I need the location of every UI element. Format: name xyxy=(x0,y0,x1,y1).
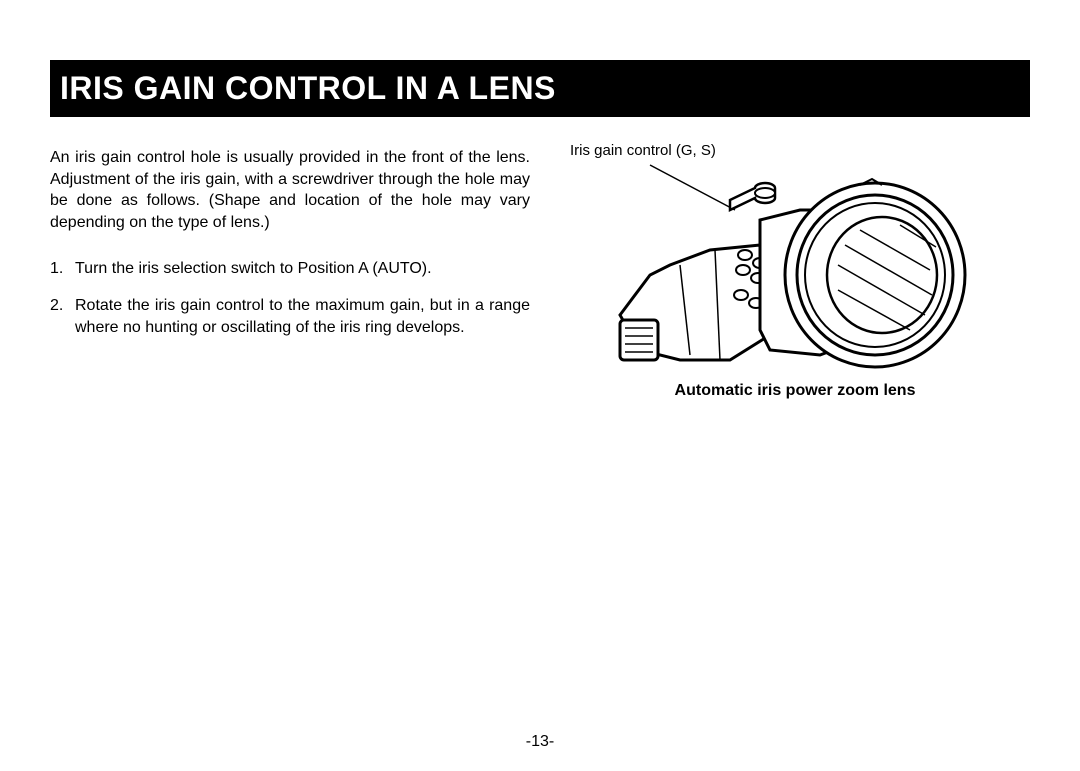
intro-paragraph: An iris gain control hole is usually pro… xyxy=(50,147,530,233)
list-item: 2. Rotate the iris gain control to the m… xyxy=(50,295,530,338)
list-item: 1. Turn the iris selection switch to Pos… xyxy=(50,258,530,280)
step-text: Turn the iris selection switch to Positi… xyxy=(75,258,530,280)
page-number: -13- xyxy=(0,733,1080,751)
content-row: An iris gain control hole is usually pro… xyxy=(50,147,1030,353)
steps-list: 1. Turn the iris selection switch to Pos… xyxy=(50,258,530,338)
section-title: IRIS GAIN CONTROL IN A LENS xyxy=(60,70,556,106)
step-text: Rotate the iris gain control to the maxi… xyxy=(75,295,530,338)
manual-page: IRIS GAIN CONTROL IN A LENS An iris gain… xyxy=(0,0,1080,771)
step-number: 1. xyxy=(50,258,75,280)
diagram-caption: Automatic iris power zoom lens xyxy=(560,382,1030,400)
section-title-bar: IRIS GAIN CONTROL IN A LENS xyxy=(50,60,1030,117)
lens-diagram-icon xyxy=(560,155,980,395)
step-number: 2. xyxy=(50,295,75,338)
text-column: An iris gain control hole is usually pro… xyxy=(50,147,530,353)
diagram-column: Iris gain control (G, S) xyxy=(560,147,1030,353)
